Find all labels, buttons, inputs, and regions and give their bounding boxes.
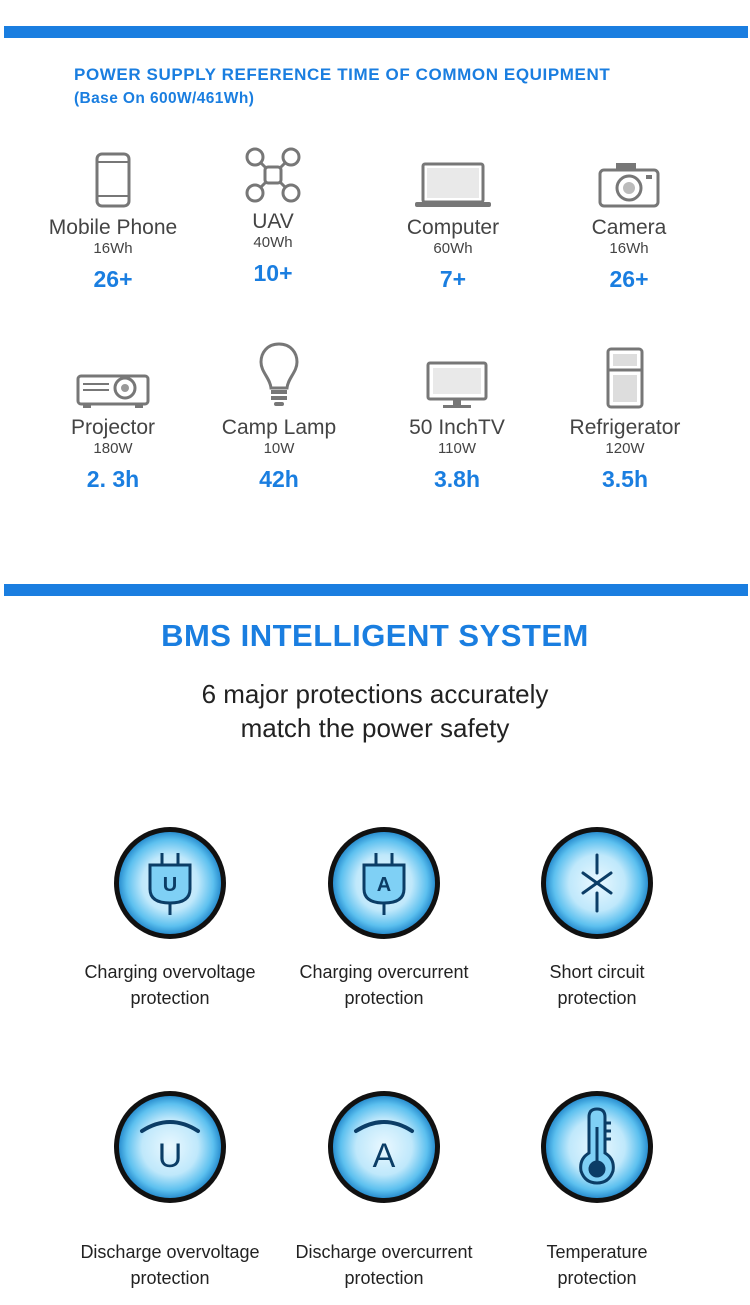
- device-runtime: 3.8h: [433, 466, 481, 492]
- device-spec: 40Wh: [253, 234, 293, 251]
- device-runtime: 26+: [609, 266, 649, 292]
- protection-temperature: Temperature protection: [497, 1087, 697, 1291]
- refrigerator-icon: [540, 340, 710, 410]
- device-card-camp-lamp: Camp Lamp 10W 42h: [194, 340, 364, 492]
- protection-discharge-overvoltage: U Discharge overvoltage protection: [70, 1087, 270, 1291]
- discharge-u-icon: U: [114, 1091, 226, 1203]
- protection-charging-overcurrent: A Charging overcurrent protection: [284, 823, 484, 1011]
- protection-label: Temperature protection: [546, 1242, 648, 1288]
- protection-charging-overvoltage: U Charging overvoltage protection: [70, 823, 270, 1011]
- device-spec: 110W: [437, 440, 477, 457]
- bms-subtitle-line2: match the power safety: [240, 713, 510, 743]
- svg-text:U: U: [163, 874, 177, 896]
- device-spec: 120W: [605, 440, 645, 457]
- bms-subtitle-line1: 6 major protections accurately: [201, 679, 549, 709]
- device-spec: 16Wh: [93, 240, 133, 257]
- protection-discharge-overcurrent: A Discharge overcurrent protection: [284, 1087, 484, 1291]
- device-name: Computer: [406, 216, 500, 239]
- device-name: Mobile Phone: [48, 216, 178, 239]
- device-card-projector: Projector 180W 2. 3h: [28, 340, 198, 492]
- top-divider-bar: [4, 26, 748, 38]
- svg-text:A: A: [373, 1137, 396, 1175]
- protection-label: Discharge overvoltage protection: [80, 1242, 260, 1288]
- protection-short-circuit: Short circuit protection: [497, 823, 697, 1011]
- device-runtime: 7+: [439, 266, 467, 292]
- camera-icon: [544, 140, 714, 210]
- device-spec: 16Wh: [609, 240, 649, 257]
- svg-text:A: A: [377, 874, 391, 896]
- protection-label: Charging overvoltage protection: [84, 962, 256, 1008]
- device-runtime: 2. 3h: [86, 466, 140, 492]
- drone-icon: [188, 140, 358, 210]
- device-name: 50 InchTV: [409, 416, 505, 439]
- device-card-refrigerator: Refrigerator 120W 3.5h: [540, 340, 710, 492]
- device-card-mobile-phone: Mobile Phone 16Wh 26+: [28, 140, 198, 292]
- protection-label: Charging overcurrent protection: [299, 962, 469, 1008]
- laptop-icon: [368, 140, 538, 210]
- protection-label: Discharge overcurrent protection: [295, 1242, 473, 1288]
- device-name: UAV: [252, 210, 294, 233]
- device-spec: 60Wh: [433, 240, 473, 257]
- section-title: POWER SUPPLY REFERENCE TIME OF COMMON EQ…: [74, 65, 611, 84]
- bms-title: BMS INTELLIGENT SYSTEM: [161, 618, 589, 653]
- section-divider-bar: [4, 584, 748, 596]
- device-runtime: 42h: [259, 466, 299, 492]
- plug-a-icon: A: [328, 827, 440, 939]
- device-runtime: 26+: [93, 266, 133, 292]
- bms-subtitle: 6 major protections accurately match the…: [0, 677, 750, 745]
- light-bulb-icon: [194, 340, 364, 410]
- device-name: Projector: [70, 416, 156, 439]
- protection-label: Short circuit protection: [549, 962, 645, 1008]
- device-card-computer: Computer 60Wh 7+: [368, 140, 538, 292]
- device-name: Camera: [591, 216, 667, 239]
- svg-text:U: U: [158, 1137, 183, 1175]
- device-runtime: 3.5h: [601, 466, 649, 492]
- device-card-tv: 50 InchTV 110W 3.8h: [372, 340, 542, 492]
- thermometer-icon: [541, 1091, 653, 1203]
- projector-icon: [28, 340, 198, 410]
- section-subtitle: (Base On 600W/461Wh): [74, 90, 255, 107]
- short-circuit-icon: [541, 827, 653, 939]
- plug-u-icon: U: [114, 827, 226, 939]
- device-spec: 180W: [93, 440, 133, 457]
- device-spec: 10W: [263, 440, 295, 457]
- discharge-a-icon: A: [328, 1091, 440, 1203]
- device-card-uav: UAV 40Wh 10+: [188, 140, 358, 286]
- tv-icon: [372, 340, 542, 410]
- device-runtime: 10+: [253, 260, 293, 286]
- mobile-phone-icon: [28, 140, 198, 210]
- device-name: Refrigerator: [569, 416, 681, 439]
- device-card-camera: Camera 16Wh 26+: [544, 140, 714, 292]
- device-name: Camp Lamp: [221, 416, 337, 439]
